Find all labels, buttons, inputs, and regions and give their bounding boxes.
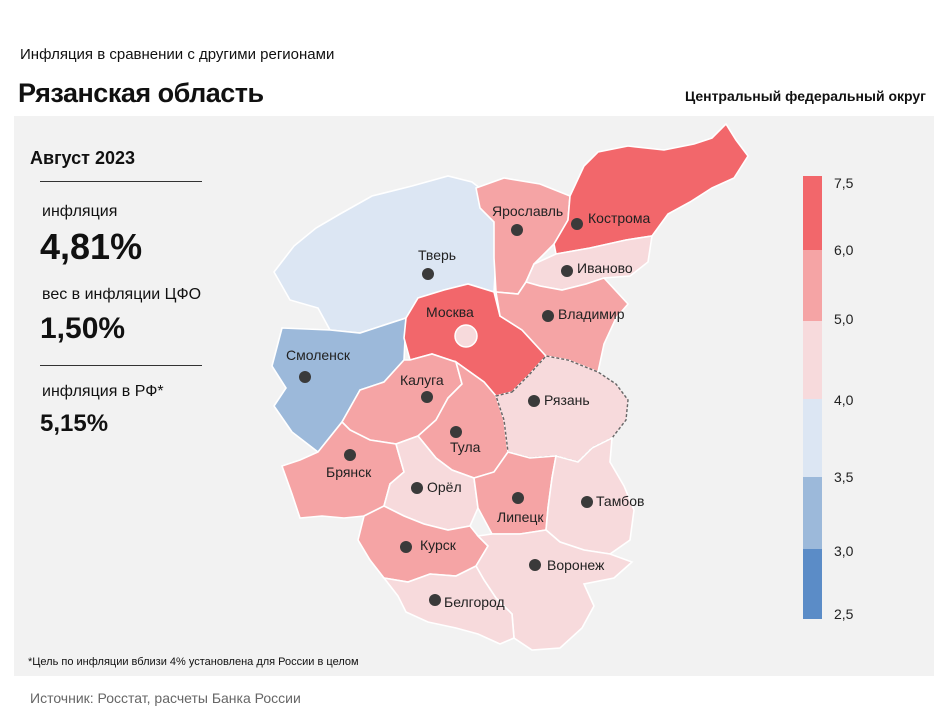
city-dot-tula [450, 426, 462, 438]
city-label-lipetsk: Липецк [497, 509, 544, 525]
region-kostroma [553, 122, 749, 255]
region-tambov [545, 436, 635, 555]
city-dot-vladimir [542, 310, 554, 322]
legend-bin-3-5-4 [803, 399, 822, 477]
city-label-ryazan: Рязань [544, 392, 590, 408]
moscow-city-marker [454, 324, 478, 348]
legend-tick: 3,5 [834, 469, 854, 485]
city-dot-yaroslavl [511, 224, 523, 236]
city-label-kursk: Курск [420, 537, 457, 553]
footnote: *Цель по инфляции вблизи 4% установлена … [28, 656, 359, 668]
divider [40, 365, 202, 366]
legend-bin-6-7-5 [803, 176, 822, 250]
legend-scale: 7,5 6,0 5,0 4,0 3,5 3,0 2,5 [803, 175, 854, 622]
city-label-ivanovo: Иваново [577, 260, 633, 276]
weight-label: вес в инфляции ЦФО [42, 286, 202, 303]
city-dot-belgorod [429, 594, 441, 606]
city-dot-ivanovo [561, 265, 573, 277]
map-subtitle: Инфляция в сравнении с другими регионами [20, 46, 335, 63]
city-label-tambov: Тамбов [596, 493, 644, 509]
city-dot-bryansk [344, 449, 356, 461]
city-label-vladimir: Владимир [558, 306, 625, 322]
legend-tick: 2,5 [834, 606, 854, 622]
city-label-bryansk: Брянск [326, 464, 372, 480]
city-label-yaroslavl: Ярославль [492, 203, 563, 219]
legend-bin-2-5-3 [803, 549, 822, 619]
city-dot-tambov [581, 496, 593, 508]
legend-tick: 7,5 [834, 175, 854, 191]
city-dot-kursk [400, 541, 412, 553]
city-dot-smolensk [299, 371, 311, 383]
region-bryansk [280, 420, 405, 519]
source-note: Источник: Росстат, расчеты Банка России [30, 690, 301, 706]
legend-bin-3-3-5 [803, 477, 822, 549]
city-label-kostroma: Кострома [588, 210, 651, 226]
city-dot-voronezh [529, 559, 541, 571]
district-title: Центральный федеральный округ [684, 88, 926, 104]
inflation-label: инфляция [42, 203, 118, 220]
legend-tick: 5,0 [834, 311, 854, 327]
legend-tick: 4,0 [834, 392, 854, 408]
legend-tick: 3,0 [834, 543, 854, 559]
inflation-value: 4,81% [40, 226, 143, 267]
city-dot-kostroma [571, 218, 583, 230]
divider [40, 181, 202, 182]
city-markers [299, 218, 593, 606]
period-label: Август 2023 [30, 148, 135, 168]
city-label-kaluga: Калуга [400, 372, 444, 388]
city-dot-ryazan [528, 395, 540, 407]
city-label-voronezh: Воронеж [547, 557, 605, 573]
city-dot-tver [422, 268, 434, 280]
region-belgorod [382, 564, 515, 645]
rf-inflation-value: 5,15% [40, 410, 109, 437]
region-title: Рязанская область [18, 78, 264, 108]
city-label-moscow: Москва [426, 304, 474, 320]
region-ryazan [495, 355, 629, 463]
region-vladimir [495, 277, 630, 374]
city-label-tula: Тула [450, 439, 481, 455]
city-label-belgorod: Белгород [444, 594, 505, 610]
city-label-orel: Орёл [427, 479, 462, 495]
legend-bin-4-5 [803, 321, 822, 399]
city-label-tver: Тверь [418, 247, 456, 263]
legend-tick: 6,0 [834, 242, 854, 258]
city-dot-orel [411, 482, 423, 494]
city-dot-kaluga [421, 391, 433, 403]
weight-value: 1,50% [40, 312, 126, 345]
legend-bin-5-6 [803, 250, 822, 321]
city-label-smolensk: Смоленск [286, 347, 351, 363]
rf-inflation-label: инфляция в РФ* [42, 383, 164, 400]
city-dot-lipetsk [512, 492, 524, 504]
